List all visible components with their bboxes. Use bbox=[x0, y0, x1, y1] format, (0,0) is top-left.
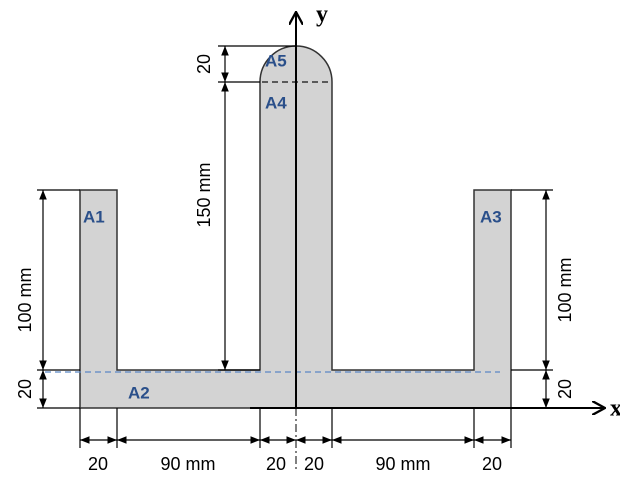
y-axis-label: y bbox=[316, 2, 328, 28]
dimension-label: 100 mm bbox=[15, 267, 35, 332]
dimension-label: 100 mm bbox=[555, 257, 575, 322]
dimension-lines bbox=[37, 45, 553, 448]
dimension-label: 20 bbox=[88, 454, 108, 474]
dimension-label: 20 bbox=[304, 454, 324, 474]
area-label: A2 bbox=[128, 383, 150, 402]
area-label: A4 bbox=[265, 93, 287, 112]
area-label: A3 bbox=[480, 207, 502, 226]
dimension-label: 90 mm bbox=[160, 454, 215, 474]
area-label: A1 bbox=[83, 207, 105, 226]
x-axis-label: x bbox=[610, 396, 620, 422]
dimension-label: 20 bbox=[482, 454, 502, 474]
area-label: A5 bbox=[265, 51, 287, 70]
dimension-label: 20 bbox=[194, 54, 214, 74]
dimension-label: 90 mm bbox=[375, 454, 430, 474]
dimension-label: 20 bbox=[555, 379, 575, 399]
dimension-label: 150 mm bbox=[194, 162, 214, 227]
dimension-label: 20 bbox=[15, 379, 35, 399]
dimension-label: 20 bbox=[266, 454, 286, 474]
